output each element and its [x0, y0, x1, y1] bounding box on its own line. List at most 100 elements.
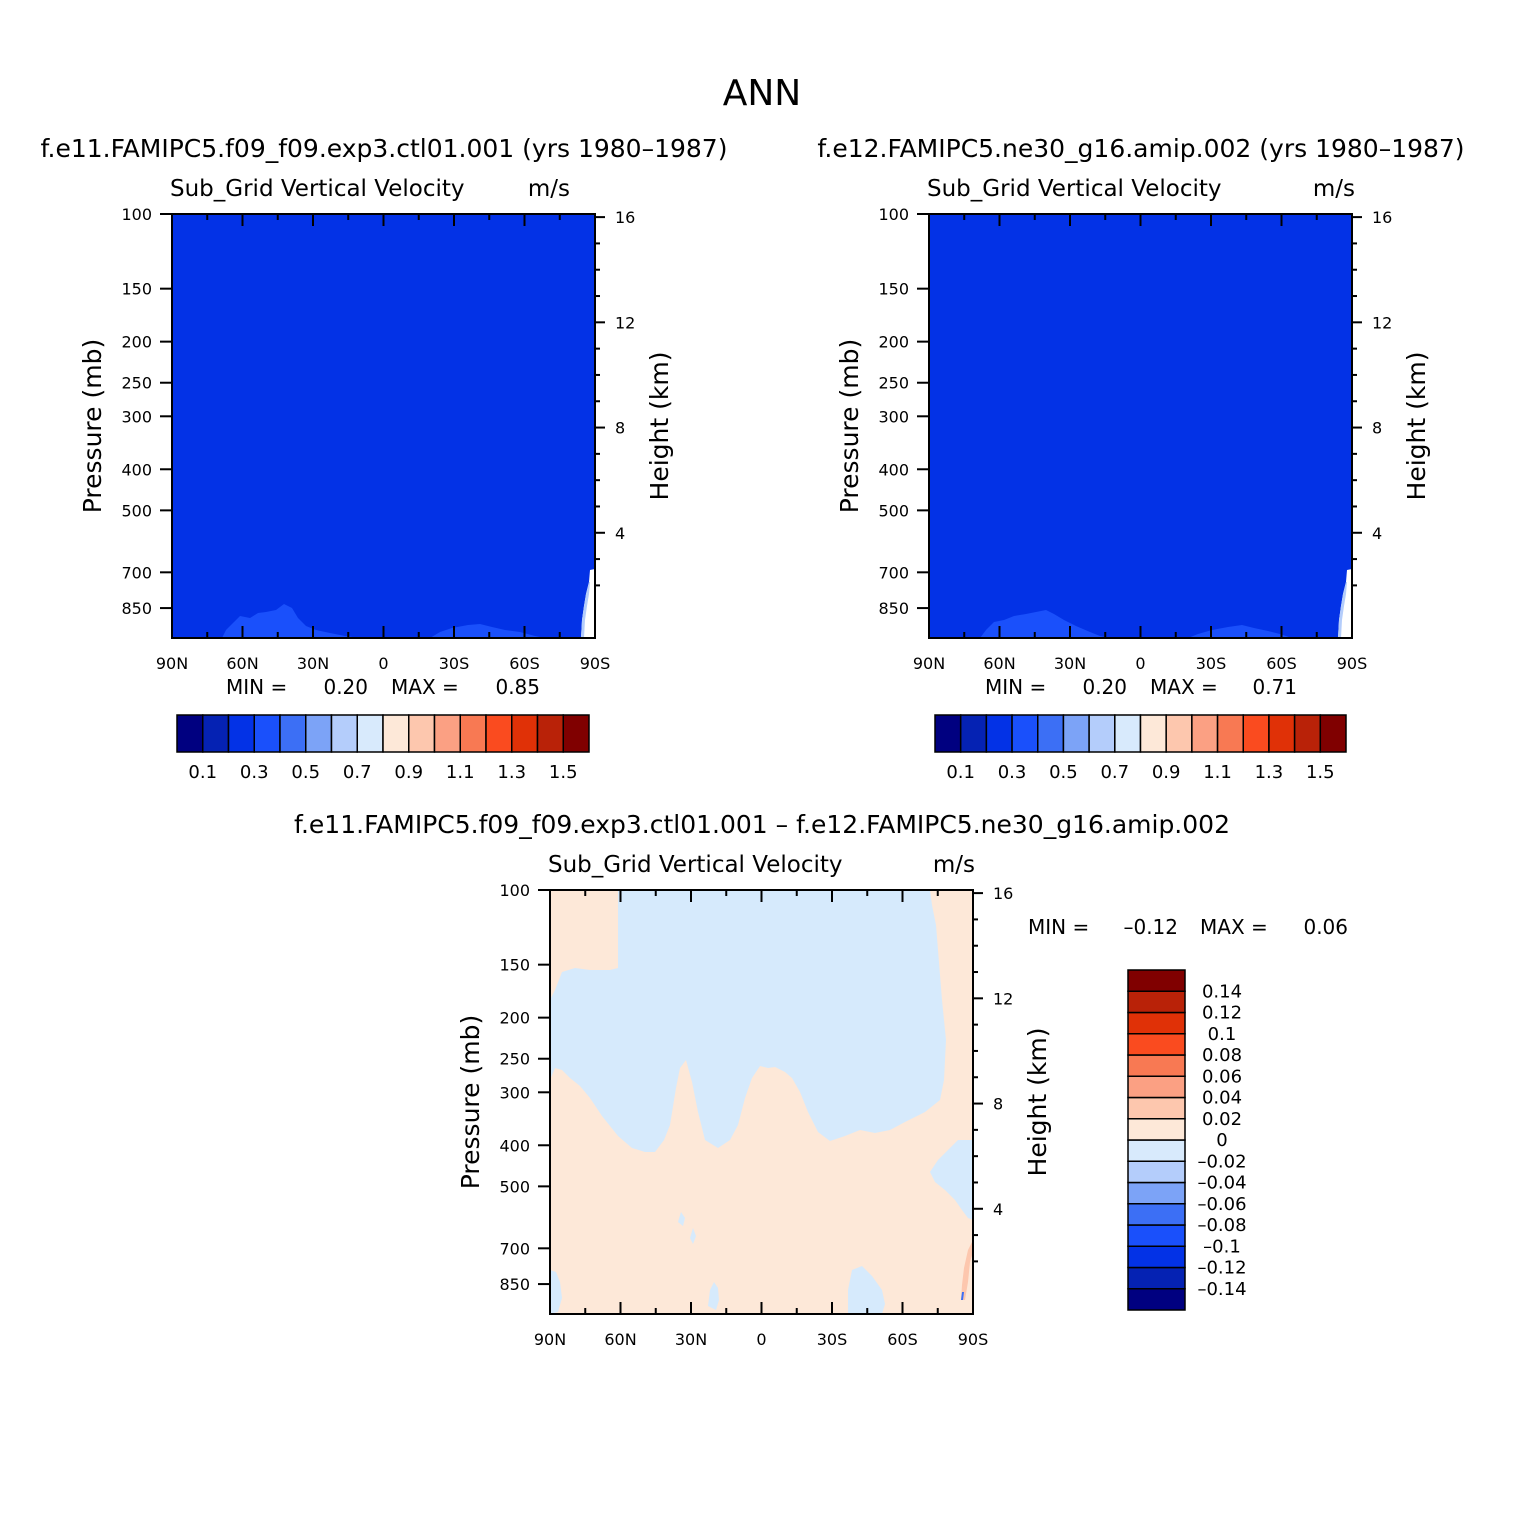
y-tick-label: 150	[878, 280, 909, 299]
variable-label: Sub_Grid Vertical Velocity	[927, 176, 1222, 202]
x-tick-label: 30N	[675, 1330, 707, 1349]
axes: 90N 60N 30N 0 30S 60S 90S 100 150 200 250 300 400 500…	[878, 205, 1392, 673]
colorbar-label: 1.5	[1306, 762, 1335, 783]
colorbar-label: 0.08	[1202, 1045, 1242, 1066]
colorbar-swatch	[202, 714, 230, 753]
colorbar-swatch	[305, 714, 333, 753]
axes: 90N 60N 30N 0 30S 60S 90S 100 150 200 250 300 400 500…	[499, 881, 1013, 1349]
colorbar: 0.1 0.3 0.5 0.7 0.9 1.1 1.3 1.5	[176, 714, 590, 783]
colorbar-label: –0.06	[1197, 1194, 1246, 1215]
units-label: m/s	[933, 852, 975, 878]
max-label: MAX =	[391, 675, 459, 699]
y-tick-label: 500	[878, 501, 909, 520]
colorbar-swatch	[536, 714, 564, 753]
y-tick-label: 400	[878, 460, 909, 479]
plot-area	[929, 214, 1352, 638]
panel-title: f.e11.FAMIPC5.f09_f09.exp3.ctl01.001 (yr…	[41, 134, 728, 163]
panel-title: f.e12.FAMIPC5.ne30_g16.amip.002 (yrs 198…	[817, 134, 1464, 163]
colorbar-label: 0.3	[998, 762, 1027, 783]
colorbar-swatch	[1216, 714, 1244, 753]
variable-label: Sub_Grid Vertical Velocity	[548, 852, 843, 878]
max-label: MAX =	[1150, 675, 1218, 699]
colorbar-label: 0.7	[1100, 762, 1129, 783]
plot-area	[550, 890, 973, 1314]
colorbar-swatch	[1165, 714, 1193, 753]
y-tick-label: 250	[878, 374, 909, 393]
colorbar-swatch	[1127, 1224, 1186, 1247]
colorbar-swatch	[1114, 714, 1142, 753]
y2-axis-label: Height (km)	[1023, 1028, 1052, 1177]
x-tick-label: 90N	[913, 654, 945, 673]
colorbar-swatch	[1139, 714, 1167, 753]
y-tick-label: 100	[499, 881, 530, 900]
colorbar-swatch	[356, 714, 384, 753]
colorbar-label: 0.1	[1208, 1024, 1237, 1045]
colorbar-swatch	[1127, 1011, 1186, 1035]
y2-tick-label: 12	[993, 989, 1013, 1008]
y-tick-label: 400	[121, 460, 152, 479]
y2-axis-label: Height (km)	[1402, 352, 1431, 501]
y2-tick-label: 12	[615, 313, 635, 332]
colorbar-swatch	[1319, 714, 1347, 753]
y-tick-label: 400	[499, 1136, 530, 1155]
colorbar-swatch	[1062, 714, 1090, 753]
colorbar-swatch	[1242, 714, 1270, 753]
colorbar-swatch	[934, 714, 962, 753]
colorbar-label: 0.7	[343, 762, 372, 783]
y-tick-label: 200	[121, 333, 152, 352]
y2-tick-label: 8	[615, 419, 625, 438]
colorbar-label: 0.3	[240, 762, 269, 783]
max-value: 0.85	[495, 675, 540, 699]
x-tick-label: 30S	[1196, 654, 1227, 673]
y-tick-label: 150	[121, 280, 152, 299]
y-tick-label: 500	[121, 501, 152, 520]
y-tick-label: 700	[878, 563, 909, 582]
y-tick-label: 850	[499, 1275, 530, 1294]
y-tick-label: 250	[499, 1050, 530, 1069]
plot-area	[172, 214, 595, 638]
colorbar-label: 0.02	[1202, 1109, 1242, 1130]
x-tick-label: 90S	[958, 1330, 989, 1349]
colorbar-swatch	[1191, 714, 1219, 753]
colorbar-label: 0.9	[394, 762, 423, 783]
min-label: MIN =	[985, 675, 1046, 699]
colorbar: 0.1 0.3 0.5 0.7 0.9 1.1 1.3 1.5	[934, 714, 1347, 783]
colorbar-swatch	[1127, 1139, 1186, 1162]
x-tick-label: 30S	[439, 654, 470, 673]
max-value: 0.71	[1252, 675, 1297, 699]
colorbar-label: 0.5	[1049, 762, 1078, 783]
y2-tick-label: 4	[1372, 524, 1382, 543]
colorbar-swatch	[330, 714, 358, 753]
x-tick-label: 0	[756, 1330, 766, 1349]
colorbar-label: 1.3	[497, 762, 526, 783]
colorbar-swatch	[1127, 1033, 1186, 1056]
colorbar-swatch	[227, 714, 255, 753]
colorbar-swatch	[1268, 714, 1296, 753]
y-tick-label: 150	[499, 956, 530, 975]
x-tick-label: 30S	[817, 1330, 848, 1349]
colorbar-label: 0	[1216, 1130, 1227, 1151]
colorbar-swatch	[1127, 1054, 1186, 1077]
colorbar-swatch	[1127, 1266, 1186, 1290]
max-label: MAX =	[1200, 915, 1268, 939]
x-tick-label: 90S	[580, 654, 611, 673]
field-edge-light	[581, 582, 590, 638]
x-tick-label: 90N	[156, 654, 188, 673]
y2-tick-label: 8	[1372, 419, 1382, 438]
y-tick-label: 250	[121, 374, 152, 393]
panel-difference: f.e11.FAMIPC5.f09_f09.exp3.ctl01.001 – f…	[294, 810, 1348, 1349]
y-tick-label: 850	[878, 599, 909, 618]
colorbar-swatch	[1127, 1181, 1186, 1205]
colorbar-label: 0.04	[1202, 1088, 1242, 1109]
colorbar-swatch	[176, 714, 204, 753]
diff-region-negative-upper	[550, 890, 946, 1152]
x-tick-label: 60N	[983, 654, 1015, 673]
colorbar-swatch	[985, 714, 1013, 753]
colorbar-swatch	[1127, 1288, 1186, 1311]
field-fill	[172, 214, 595, 638]
x-tick-label: 60S	[1266, 654, 1297, 673]
field-edge-light	[1338, 582, 1347, 638]
y2-axis-label: Height (km)	[645, 352, 674, 501]
x-tick-label: 30N	[1054, 654, 1086, 673]
colorbar-swatch	[1127, 1075, 1186, 1099]
